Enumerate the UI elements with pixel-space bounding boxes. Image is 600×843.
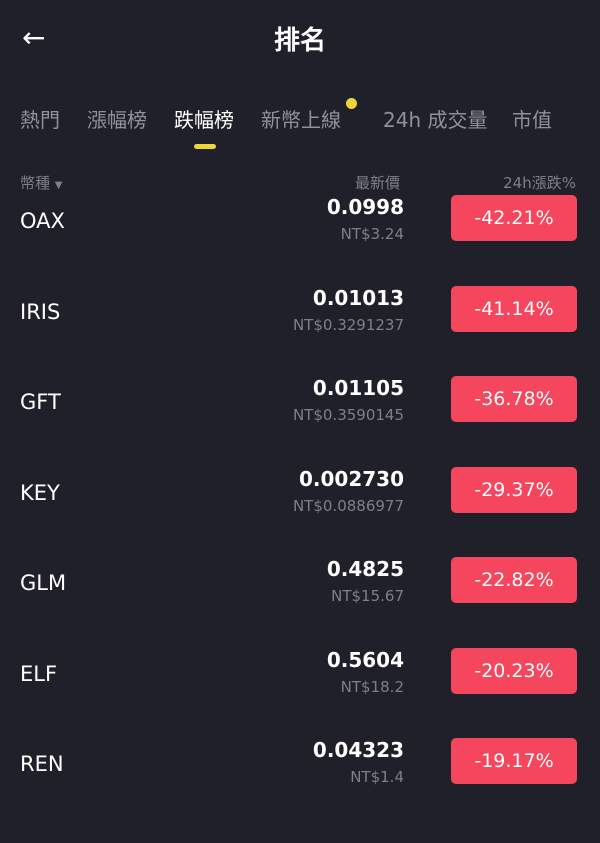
fiat-price: NT$0.0886977	[292, 496, 404, 515]
change-badge[interactable]: -36.78%	[451, 376, 577, 422]
fiat-price: NT$18.2	[340, 677, 404, 696]
caret-down-icon: ▼	[54, 180, 63, 191]
header: ← 排名	[0, 0, 600, 80]
column-header: 幣種 ▼ 最新價 24h漲跌%	[0, 150, 600, 195]
tab-24h-volume[interactable]: 24h 成交量	[383, 108, 488, 132]
active-tab-indicator	[194, 144, 216, 149]
last-price: 0.002730	[298, 466, 404, 491]
last-price: 0.0998	[326, 195, 404, 219]
list-item[interactable]: ELF 0.5604 NT$18.2 -20.23%	[0, 647, 600, 739]
change-badge[interactable]: -41.14%	[451, 285, 577, 332]
coin-symbol: ELF	[20, 661, 58, 686]
change-badge[interactable]: -19.17%	[451, 738, 577, 784]
list-item[interactable]: OAX 0.0998 NT$3.24 -42.21%	[0, 195, 600, 286]
change-badge[interactable]: -20.23%	[451, 647, 577, 694]
tab-new-listings[interactable]: 新幣上線	[261, 108, 341, 132]
list-item[interactable]: KEY 0.002730 NT$0.0886977 -29.37%	[0, 466, 600, 558]
change-badge[interactable]: -29.37%	[451, 466, 577, 513]
list-item[interactable]: REN 0.04323 NT$1.4 -19.17%	[0, 738, 600, 829]
new-badge-dot	[346, 98, 357, 109]
coin-symbol: GFT	[20, 390, 61, 414]
ranking-list: OAX 0.0998 NT$3.24 -42.21% IRIS 0.01013 N…	[0, 195, 600, 829]
coin-column-label: 幣種	[20, 174, 51, 192]
tab-market-cap[interactable]: 市值	[512, 108, 552, 132]
price-column-header: 最新價	[354, 174, 400, 192]
fiat-price: NT$0.3590145	[292, 406, 404, 424]
fiat-price: NT$3.24	[340, 225, 404, 243]
last-price: 0.04323	[312, 738, 404, 762]
last-price: 0.01013	[312, 285, 404, 310]
coin-symbol: OAX	[20, 209, 65, 233]
tab-gainers[interactable]: 漲幅榜	[87, 108, 147, 132]
fiat-price: NT$1.4	[350, 768, 404, 786]
tab-bar: 熱門 漲幅榜 跌幅榜 新幣上線 24h 成交量 市值	[0, 80, 600, 150]
fiat-price: NT$15.67	[331, 587, 404, 605]
change-badge[interactable]: -42.21%	[451, 195, 577, 241]
list-item[interactable]: IRIS 0.01013 NT$0.3291237 -41.14%	[0, 285, 600, 377]
coin-symbol: KEY	[20, 480, 60, 505]
fiat-price: NT$0.3291237	[292, 315, 404, 334]
last-price: 0.5604	[326, 647, 404, 672]
tab-hot[interactable]: 熱門	[20, 108, 60, 132]
coin-symbol: IRIS	[20, 299, 61, 324]
list-item[interactable]: GFT 0.01105 NT$0.3590145 -36.78%	[0, 376, 600, 467]
tab-losers[interactable]: 跌幅榜	[174, 108, 234, 132]
coin-symbol: REN	[20, 752, 64, 776]
page-title: 排名	[273, 26, 326, 56]
coin-column-header[interactable]: 幣種 ▼	[20, 172, 63, 193]
arrow-left-icon[interactable]: ←	[22, 21, 46, 54]
coin-symbol: GLM	[20, 571, 67, 595]
last-price: 0.4825	[326, 557, 404, 581]
list-item[interactable]: GLM 0.4825 NT$15.67 -22.82%	[0, 557, 600, 648]
change-badge[interactable]: -22.82%	[451, 557, 577, 603]
last-price: 0.01105	[312, 376, 404, 400]
change-column-header: 24h漲跌%	[503, 174, 576, 192]
